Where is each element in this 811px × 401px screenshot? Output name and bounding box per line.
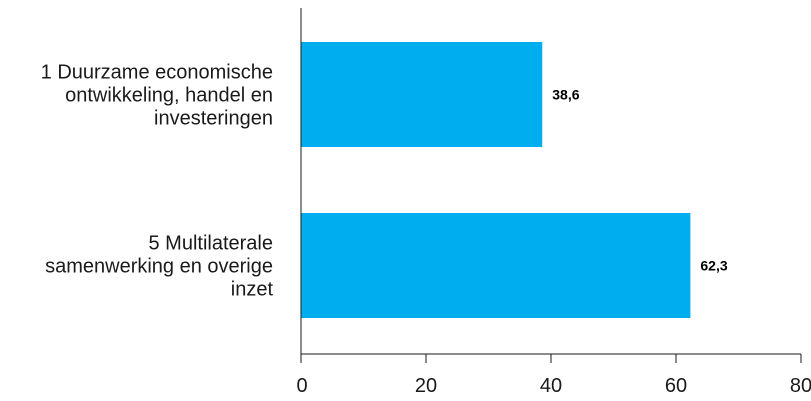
x-tick-label-0: 0 [296,375,307,397]
x-tick-label-1: 20 [415,375,437,397]
x-tick-label-4: 80 [790,375,811,397]
x-axis: 0 20 40 60 80 [296,353,811,397]
category-label-line: ontwikkeling, handel en [65,85,273,107]
category-label-0: 1 Duurzame economische ontwikkeling, hand… [41,62,273,130]
bar-0 [301,42,543,147]
x-tick-label-2: 40 [540,375,562,397]
x-tick-label-3: 60 [665,375,687,397]
category-labels-group: 1 Duurzame economische ontwikkeling, hand… [41,62,274,301]
data-label-0: 38,6 [552,87,579,103]
category-label-line: investeringen [154,108,273,130]
category-label-line: 1 Duurzame economische [41,62,273,84]
bars-group [301,42,691,318]
category-label-line: inzet [231,279,274,301]
bar-1 [301,213,691,318]
category-label-line: samenwerking en overige [45,256,273,278]
category-label-1: 5 Multilaterale samenwerking en overige in… [45,233,273,301]
data-labels-group: 38,6 62,3 [552,87,728,274]
data-label-1: 62,3 [700,258,727,274]
category-label-line: 5 Multilaterale [148,233,273,255]
